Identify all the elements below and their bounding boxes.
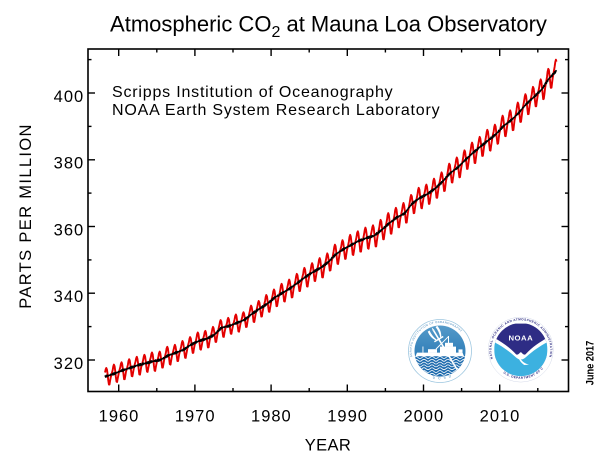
svg-text:PARTS PER MILLION: PARTS PER MILLION xyxy=(17,123,35,309)
svg-text:U C S D: U C S D xyxy=(432,374,452,381)
svg-text:NOAA Earth System Research Lab: NOAA Earth System Research Laboratory xyxy=(112,102,440,119)
svg-text:340: 340 xyxy=(54,288,85,306)
svg-text:1990: 1990 xyxy=(327,408,368,426)
svg-text:NOAA: NOAA xyxy=(508,334,533,343)
svg-text:1970: 1970 xyxy=(175,408,216,426)
svg-text:2000: 2000 xyxy=(403,408,444,426)
svg-text:360: 360 xyxy=(54,222,85,240)
svg-text:400: 400 xyxy=(54,88,85,106)
svg-text:June 2017: June 2017 xyxy=(585,340,597,385)
svg-text:320: 320 xyxy=(54,355,85,373)
svg-text:Scripps Institution of Oceanog: Scripps Institution of Oceanography xyxy=(112,84,393,101)
svg-text:2010: 2010 xyxy=(480,408,521,426)
svg-text:380: 380 xyxy=(54,155,85,173)
svg-text:1960: 1960 xyxy=(99,408,140,426)
svg-text:Atmospheric CO2 at Mauna Loa O: Atmospheric CO2 at Mauna Loa Observatory xyxy=(110,12,547,42)
svg-text:1980: 1980 xyxy=(251,408,292,426)
svg-text:YEAR: YEAR xyxy=(305,437,352,455)
